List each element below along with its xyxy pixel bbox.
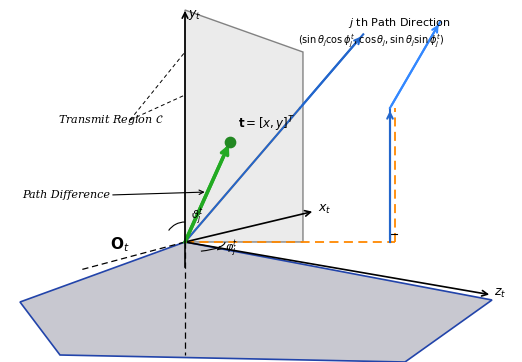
Text: $\mathbf{O}_t$: $\mathbf{O}_t$	[110, 236, 130, 254]
Polygon shape	[185, 10, 303, 242]
Text: $\vartheta_j^t$: $\vartheta_j^t$	[191, 207, 204, 228]
Text: $y_t$: $y_t$	[188, 8, 201, 22]
Text: Path Difference: Path Difference	[22, 190, 110, 200]
Text: $j$ th Path Direction: $j$ th Path Direction	[348, 16, 451, 30]
Text: $\varphi_j^t$: $\varphi_j^t$	[225, 239, 238, 260]
Point	[226, 139, 234, 145]
Text: $x_t$: $x_t$	[318, 202, 331, 215]
Text: $(\sin\theta_j\cos\phi_j^t, \cos\theta_j, \sin\theta_j\sin\phi_j^t)$: $(\sin\theta_j\cos\phi_j^t, \cos\theta_j…	[298, 33, 444, 50]
Polygon shape	[20, 242, 492, 362]
Text: $z_t$: $z_t$	[494, 286, 506, 299]
Text: Transmit Region $\mathcal{C}$: Transmit Region $\mathcal{C}$	[58, 113, 164, 127]
Text: $\mathbf{t}=[x,y]^T$: $\mathbf{t}=[x,y]^T$	[238, 114, 295, 134]
